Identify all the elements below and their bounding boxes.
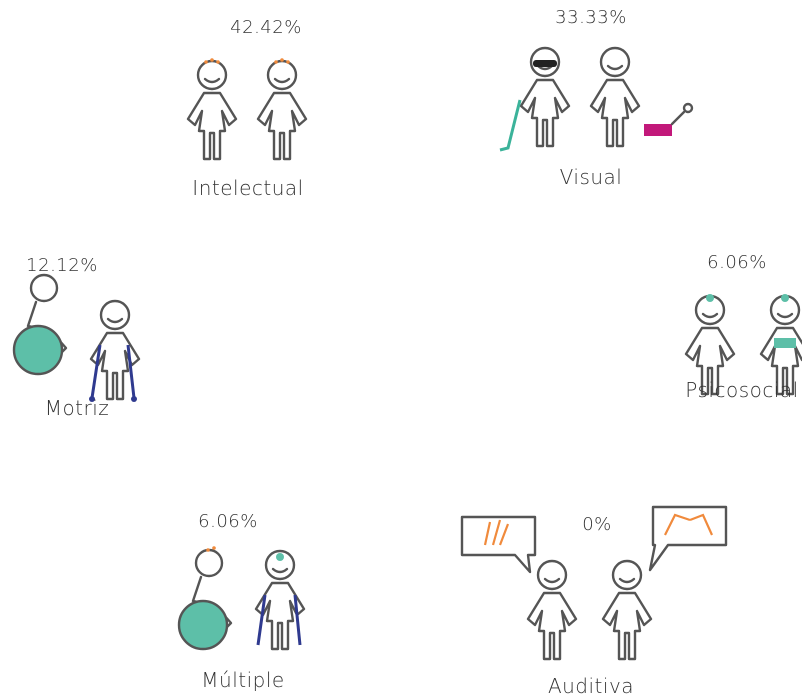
multiple-icons xyxy=(179,546,304,649)
label: Auditiva xyxy=(548,674,634,698)
percent: 0% xyxy=(582,514,612,535)
label: Motriz xyxy=(45,396,110,420)
percent: 6.06% xyxy=(707,252,767,273)
label: Psicosocial xyxy=(685,378,798,402)
motriz-icons xyxy=(14,275,139,402)
infographic: 42.42% Intelectual 33.33% Visual 12.12% … xyxy=(0,0,802,698)
label: Múltiple xyxy=(201,668,284,692)
percent: 6.06% xyxy=(198,511,258,532)
visual-icons xyxy=(500,48,692,150)
percent: 42.42% xyxy=(230,17,302,38)
label: Visual xyxy=(560,165,623,189)
label: Intelectual xyxy=(192,176,303,200)
intelectual-icons xyxy=(188,58,306,159)
icons xyxy=(0,0,802,698)
percent: 33.33% xyxy=(555,7,627,28)
percent: 12.12% xyxy=(26,255,98,276)
